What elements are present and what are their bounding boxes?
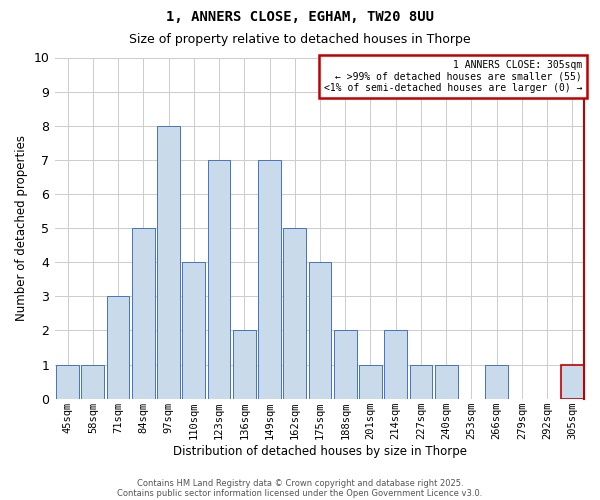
Text: 1 ANNERS CLOSE: 305sqm
← >99% of detached houses are smaller (55)
<1% of semi-de: 1 ANNERS CLOSE: 305sqm ← >99% of detache…	[324, 60, 582, 94]
Bar	[56, 364, 79, 398]
Bar	[208, 160, 230, 398]
Bar	[107, 296, 130, 398]
Bar	[485, 364, 508, 398]
Bar	[308, 262, 331, 398]
Bar	[283, 228, 306, 398]
Bar	[258, 160, 281, 398]
Text: Contains public sector information licensed under the Open Government Licence v3: Contains public sector information licen…	[118, 488, 482, 498]
Y-axis label: Number of detached properties: Number of detached properties	[15, 135, 28, 321]
Bar	[385, 330, 407, 398]
Text: Size of property relative to detached houses in Thorpe: Size of property relative to detached ho…	[129, 32, 471, 46]
Text: Contains HM Land Registry data © Crown copyright and database right 2025.: Contains HM Land Registry data © Crown c…	[137, 478, 463, 488]
Bar	[435, 364, 458, 398]
Bar	[82, 364, 104, 398]
Bar	[410, 364, 433, 398]
X-axis label: Distribution of detached houses by size in Thorpe: Distribution of detached houses by size …	[173, 444, 467, 458]
Bar	[233, 330, 256, 398]
Bar	[182, 262, 205, 398]
Bar	[334, 330, 356, 398]
Bar	[359, 364, 382, 398]
Bar	[132, 228, 155, 398]
Bar	[157, 126, 180, 398]
Bar	[561, 364, 584, 398]
Text: 1, ANNERS CLOSE, EGHAM, TW20 8UU: 1, ANNERS CLOSE, EGHAM, TW20 8UU	[166, 10, 434, 24]
